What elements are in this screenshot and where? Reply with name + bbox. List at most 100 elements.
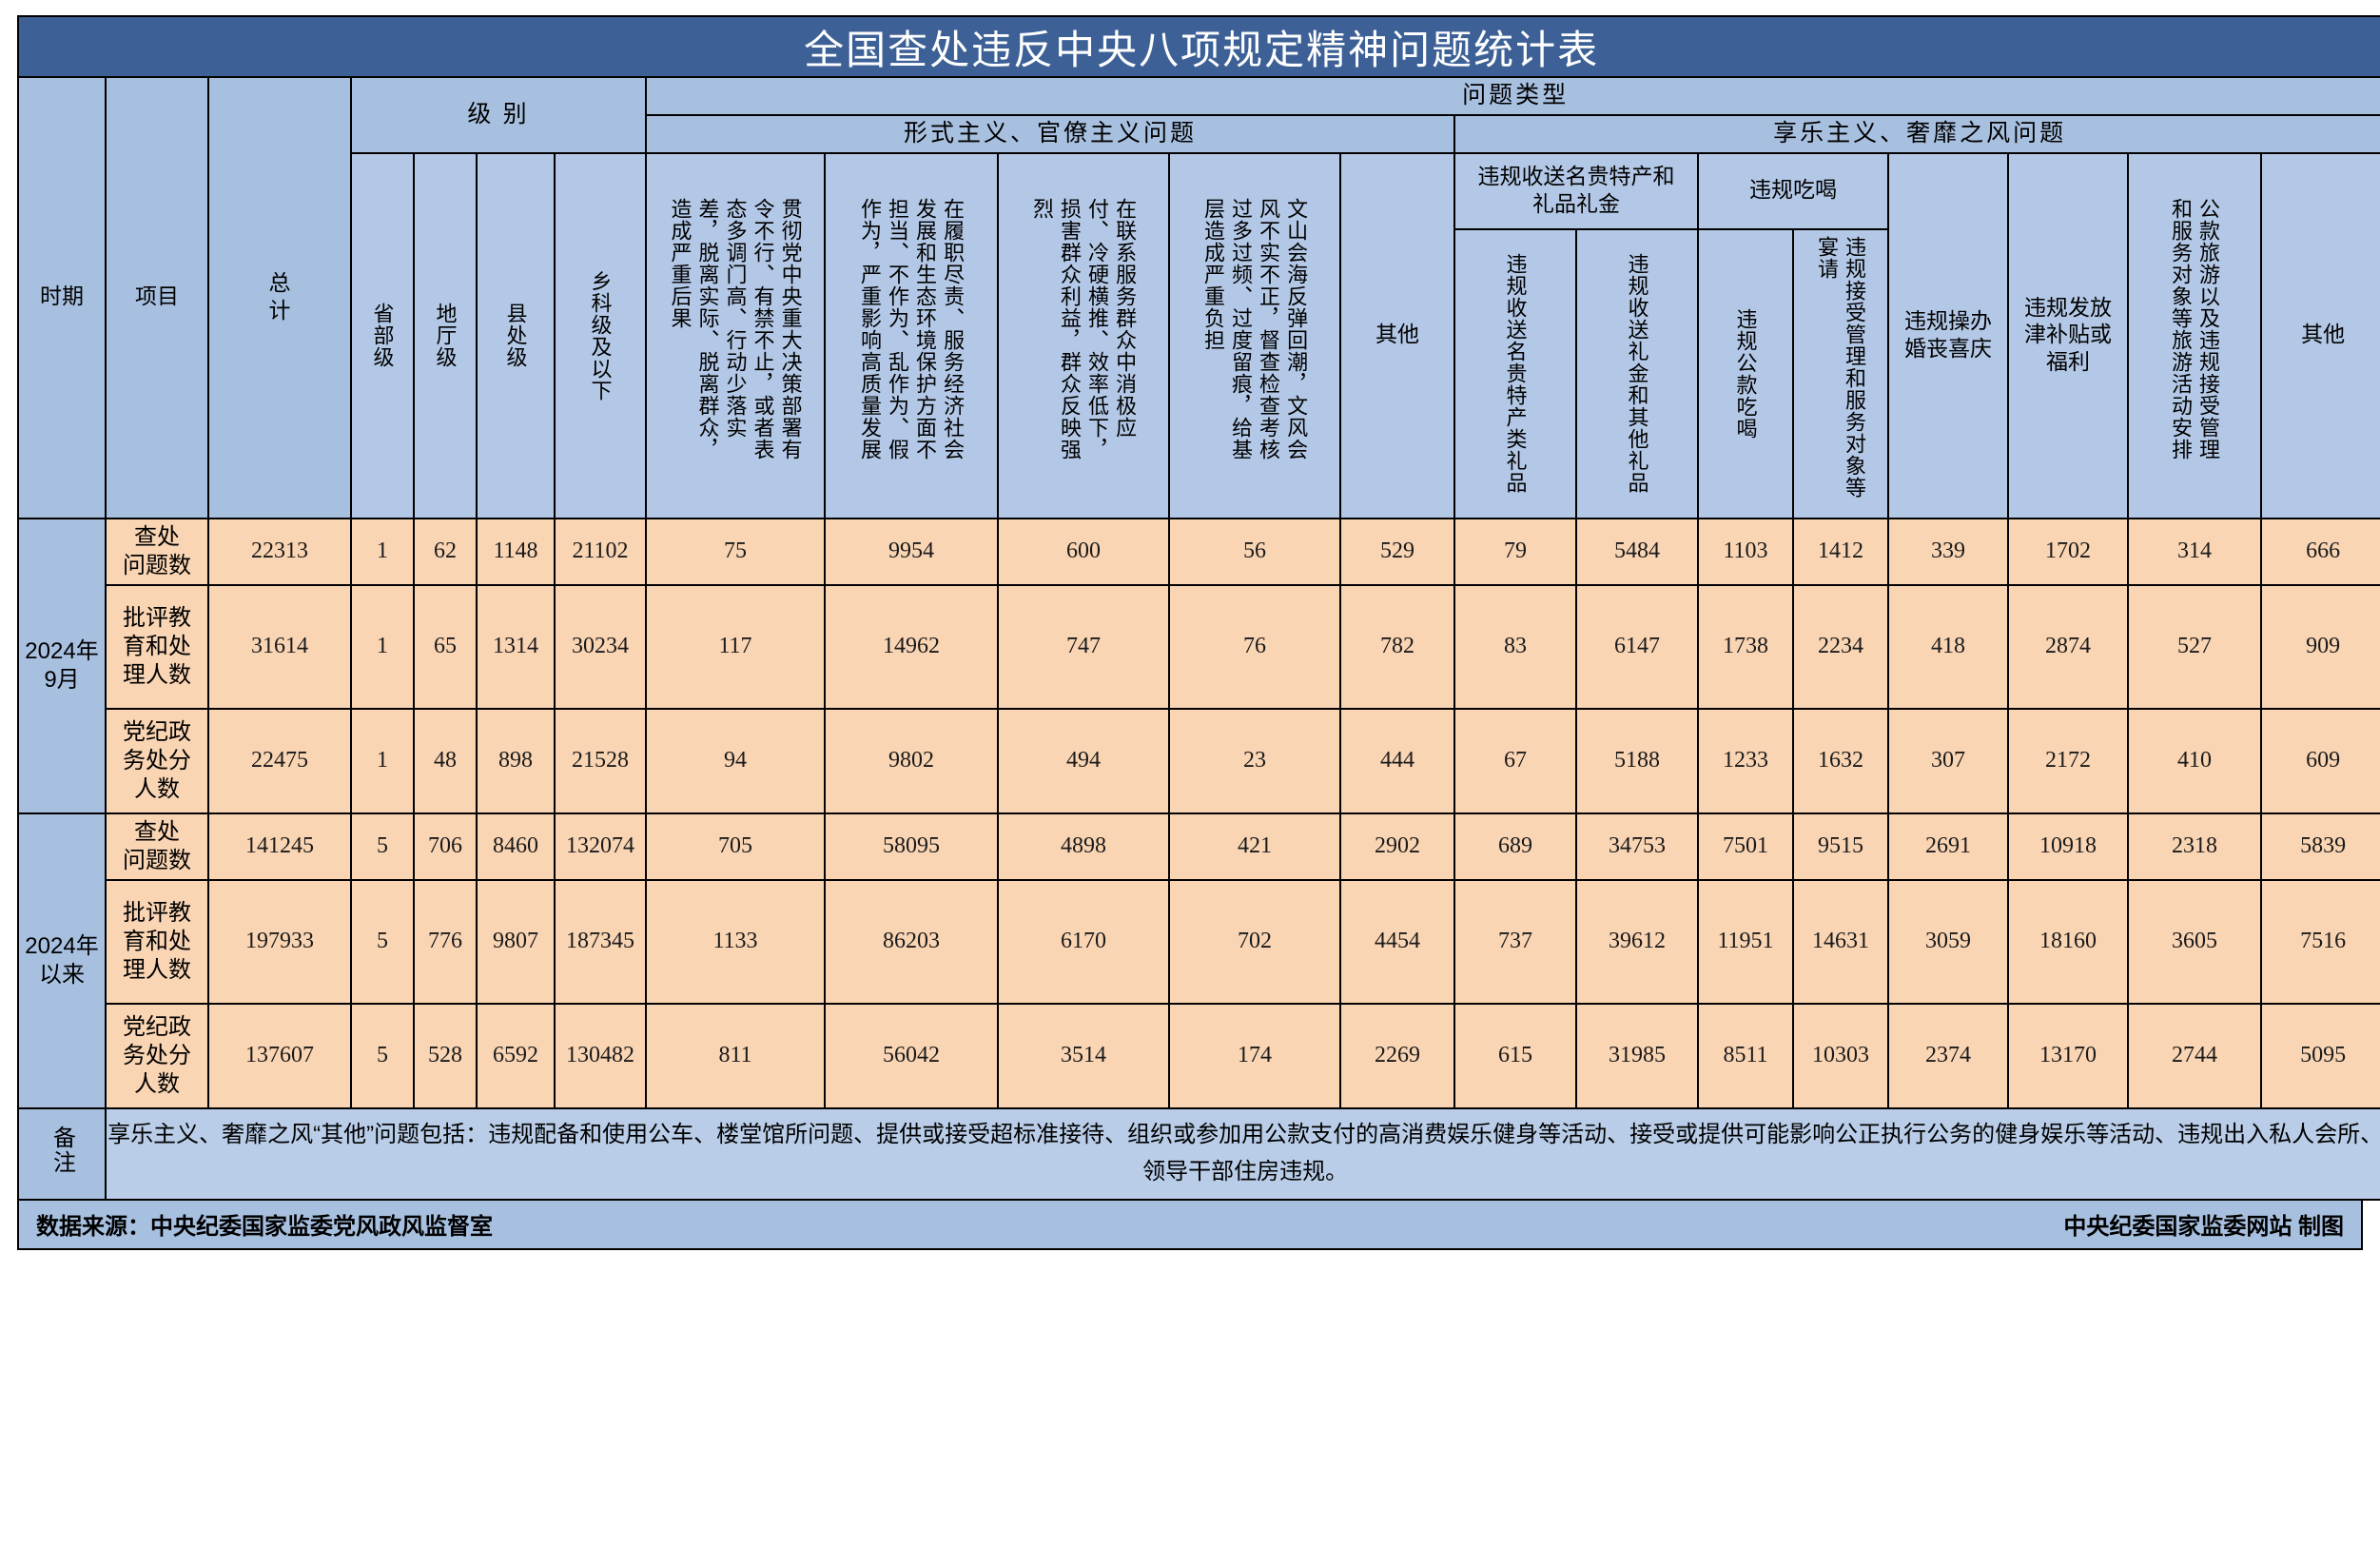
cell-hedonism-wedding: 418: [1887, 583, 2009, 710]
header-formalism-col-other: 其他: [1339, 152, 1455, 519]
cell-hedonism-other: 909: [2259, 583, 2380, 710]
header-hedonism-gift-group-label: 违规收送名贵特产和礼品礼金: [1477, 165, 1675, 216]
header-level-xianchu-label: 县处级: [503, 303, 528, 369]
header-problem-type-group: 问题类型: [644, 76, 2380, 116]
cell-formalism-4: 702: [1168, 878, 1341, 1005]
cell-level-xianchu: 9807: [476, 878, 556, 1005]
row-label-line1: 查处: [134, 818, 180, 845]
cell-hedonism-other: 609: [2259, 707, 2380, 814]
cell-formalism-3: 4898: [997, 812, 1170, 881]
row-label-line1: 批评教: [123, 604, 191, 631]
row-label-line3: 人数: [134, 775, 180, 802]
header-level-diting-label: 地厅级: [433, 303, 458, 369]
cell-hedonism-gift-money: 5484: [1575, 517, 1699, 586]
row-label-criticized: 批评教 育和处 理人数: [105, 583, 209, 710]
cell-formalism-3: 6170: [997, 878, 1170, 1005]
header-hedonism-wedding: 违规操办婚丧喜庆: [1887, 152, 2009, 519]
cell-hedonism-other: 7516: [2259, 878, 2380, 1005]
header-formalism-group: 形式主义、官僚主义问题: [645, 114, 1455, 154]
table-row: 2024年 以来 查处 问题数 141245 5 706 8460 132074…: [17, 812, 2380, 1109]
row-label-line3: 理人数: [123, 956, 191, 983]
cell-hedonism-public-dining: 1738: [1697, 583, 1794, 710]
table-row: 2024年 9月 查处 问题数 22313 1 62 1148 21102 75…: [17, 517, 2380, 814]
cell-formalism-other: 2269: [1339, 1002, 1455, 1109]
note-row: 备注 享乐主义、奢靡之风“其他”问题包括：违规配备和使用公车、楼堂馆所问题、提供…: [17, 1106, 2380, 1201]
cell-hedonism-travel: 2744: [2127, 1002, 2262, 1109]
title-row: 全国查处违反中央八项规定精神问题统计表: [16, 15, 2380, 78]
row-label-line1: 批评教: [123, 899, 191, 926]
row-label-line3: 理人数: [123, 661, 191, 688]
row-label-line3: 人数: [134, 1070, 180, 1097]
header-hedonism-allowance: 违规发放津补贴或福利: [2007, 152, 2129, 519]
header-level-sheng-label: 省部级: [370, 303, 395, 369]
cell-hedonism-public-dining: 1103: [1697, 517, 1794, 586]
header-level-sheng: 省部级: [350, 152, 415, 519]
cell-hedonism-gift-specialty: 67: [1453, 707, 1577, 814]
cell-hedonism-travel: 314: [2127, 517, 2262, 586]
header-formalism-col-1: 贯彻党中央重大决策部署有令不行、有禁不止，或者表态多调门高、行动少落实差，脱离实…: [645, 152, 826, 519]
row-label-line2: 务处分: [123, 747, 191, 773]
header-hedonism-gift-specialty: 违规收送名贵特产类礼品: [1453, 227, 1577, 519]
header-hedonism-other: 其他: [2259, 152, 2380, 519]
cell-formalism-3: 3514: [997, 1002, 1170, 1109]
row-label-line1: 查处: [134, 523, 180, 550]
header-hedonism-gift-money-label: 违规收送礼金和其他礼品: [1625, 253, 1649, 494]
cell-total: 22313: [207, 517, 352, 586]
row-label-line1: 党纪政: [123, 718, 191, 745]
data-source-label: 数据来源：中央纪委国家监委党风政风监督室: [36, 1214, 493, 1240]
header-formalism-col-other-label: 其他: [1375, 323, 1419, 347]
header-hedonism-wedding-label: 违规操办婚丧喜庆: [1904, 309, 1992, 361]
cell-hedonism-allowance: 18160: [2007, 878, 2129, 1005]
header-hedonism-public-dining-label: 违规公款吃喝: [1733, 307, 1758, 440]
period-label-line1: 2024年: [25, 932, 99, 959]
cell-hedonism-gift-money: 31985: [1575, 1002, 1699, 1109]
cell-level-xiangke: 21528: [554, 707, 647, 814]
header-formalism-col-2-label: 在履职尽责、服务经济社会发展和生态环境保护方面不担当、不作为、乱作为、假作为，严…: [857, 197, 966, 460]
cell-hedonism-gift-money: 39612: [1575, 878, 1699, 1005]
cell-formalism-4: 23: [1168, 707, 1341, 814]
cell-formalism-other: 782: [1339, 583, 1455, 710]
cell-level-diting: 48: [413, 707, 478, 814]
header-level-xiangke: 乡科级及以下: [554, 152, 647, 519]
row-label-line2: 育和处: [123, 928, 191, 954]
header-hedonism-other-label: 其他: [2301, 323, 2346, 347]
credit-label: 中央纪委国家监委网站 制图: [2063, 1214, 2344, 1240]
note-label-text: 备注: [49, 1126, 75, 1175]
cell-level-xiangke: 30234: [554, 583, 647, 710]
header-formalism-col-2: 在履职尽责、服务经济社会发展和生态环境保护方面不担当、不作为、乱作为、假作为，严…: [824, 152, 999, 519]
row-label-disciplined: 党纪政 务处分 人数: [105, 707, 209, 814]
header-hedonism-eat-group: 违规吃喝: [1697, 152, 1889, 230]
cell-formalism-4: 56: [1168, 517, 1341, 586]
header-row-group-3: 省部级 地厅级 县处级 乡科级及以下 贯彻党中央重大决策部署有令不行、有禁不止，…: [18, 152, 2380, 519]
header-period: 时期: [17, 76, 107, 519]
cell-formalism-other: 444: [1339, 707, 1455, 814]
cell-hedonism-wedding: 307: [1887, 707, 2009, 814]
cell-formalism-3: 600: [997, 517, 1170, 586]
cell-formalism-2: 9802: [824, 707, 999, 814]
header-hedonism-public-dining: 违规公款吃喝: [1697, 227, 1794, 519]
cell-level-diting: 528: [413, 1002, 478, 1109]
cell-level-xianchu: 1148: [476, 517, 556, 586]
cell-hedonism-banquet: 9515: [1792, 812, 1889, 881]
header-row-group-1: 时期 项目 总 计 级 别 问题类型: [17, 76, 2380, 519]
cell-formalism-3: 747: [997, 583, 1170, 710]
header-hedonism-gift-money: 违规收送礼金和其他礼品: [1575, 227, 1699, 519]
cell-hedonism-travel: 3605: [2127, 878, 2262, 1005]
cell-formalism-1: 811: [645, 1002, 826, 1109]
cell-level-xianchu: 898: [476, 707, 556, 814]
cell-level-diting: 65: [413, 583, 478, 710]
cell-hedonism-banquet: 14631: [1792, 878, 1889, 1005]
header-level-diting: 地厅级: [413, 152, 478, 519]
cell-formalism-2: 58095: [824, 812, 999, 881]
cell-formalism-other: 529: [1339, 517, 1455, 586]
header-row-group-4: 违规收送名贵特产类礼品 违规收送礼金和其他礼品 违规公款吃喝 违规接受管理和服务…: [18, 227, 2380, 519]
cell-hedonism-gift-money: 6147: [1575, 583, 1699, 710]
cell-hedonism-public-dining: 7501: [1697, 812, 1794, 881]
cell-level-xianchu: 6592: [476, 1002, 556, 1109]
cell-formalism-4: 76: [1168, 583, 1341, 710]
cell-level-diting: 776: [413, 878, 478, 1005]
header-formalism-col-4: 文山会海反弹回潮，文风会风不实不正，督查检查考核过多过频、过度留痕，给基层造成严…: [1168, 152, 1341, 519]
cell-hedonism-banquet: 1632: [1792, 707, 1889, 814]
row-label-line1: 党纪政: [123, 1013, 191, 1040]
